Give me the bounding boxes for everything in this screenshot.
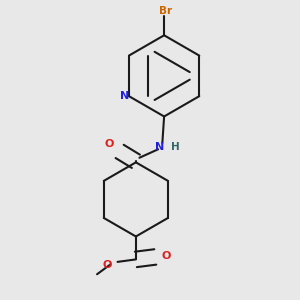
Text: O: O — [162, 251, 171, 261]
Text: O: O — [104, 139, 114, 149]
Text: H: H — [171, 142, 180, 152]
Text: Br: Br — [159, 6, 172, 16]
Text: O: O — [102, 260, 112, 270]
Text: N: N — [155, 142, 164, 152]
Text: N: N — [120, 91, 129, 101]
